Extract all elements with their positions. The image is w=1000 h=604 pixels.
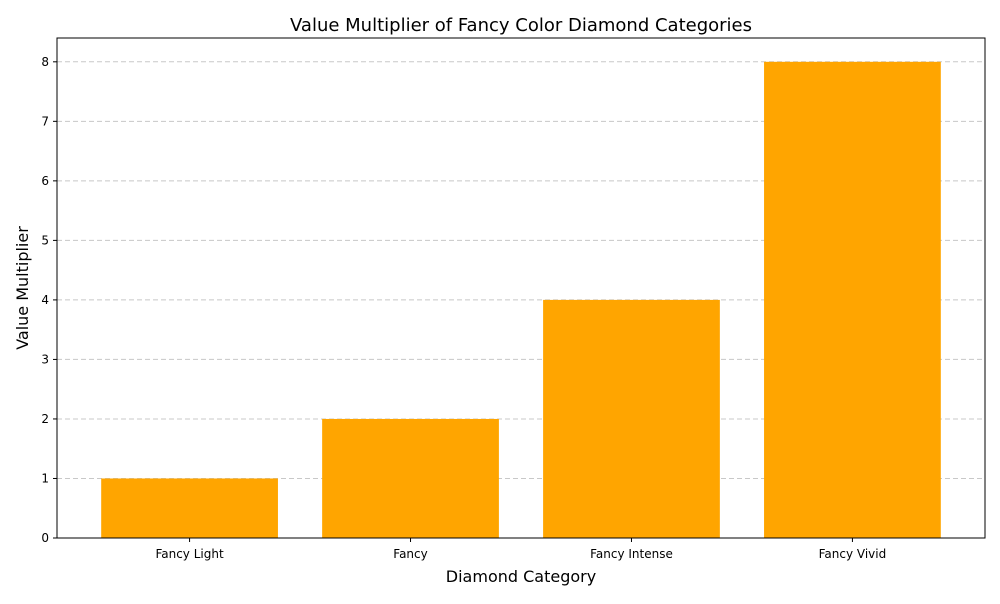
- bar-fancy-intense: [543, 299, 720, 538]
- y-tick-label: 4: [41, 293, 49, 307]
- x-tick-label: Fancy Intense: [590, 547, 673, 561]
- y-axis-ticks: 0 1 2 3 4 5 6 7 8: [41, 55, 57, 545]
- bar-fancy-light: [101, 478, 278, 538]
- y-tick-label: 7: [41, 114, 49, 128]
- x-tick-label: Fancy Vivid: [819, 547, 887, 561]
- y-tick-label: 5: [41, 233, 49, 247]
- y-tick-label: 3: [41, 352, 49, 366]
- y-tick-label: 8: [41, 55, 49, 69]
- y-tick-label: 6: [41, 174, 49, 188]
- x-tick-label: Fancy Light: [155, 547, 224, 561]
- y-tick-label: 0: [41, 531, 49, 545]
- x-axis-ticks: Fancy Light Fancy Fancy Intense Fancy Vivid: [155, 538, 886, 561]
- y-tick-label: 1: [41, 471, 49, 485]
- x-tick-label: Fancy: [393, 547, 427, 561]
- chart-title: Value Multiplier of Fancy Color Diamond …: [290, 15, 752, 36]
- plot-frame: [56, 37, 986, 539]
- x-axis-label: Diamond Category: [446, 567, 596, 586]
- grid-lines: [57, 61, 985, 479]
- y-axis-label: Value Multiplier: [13, 226, 32, 350]
- bar-fancy-vivid: [764, 61, 941, 539]
- y-tick-label: 2: [41, 412, 49, 426]
- bars: [101, 61, 941, 539]
- bar-fancy: [322, 418, 499, 538]
